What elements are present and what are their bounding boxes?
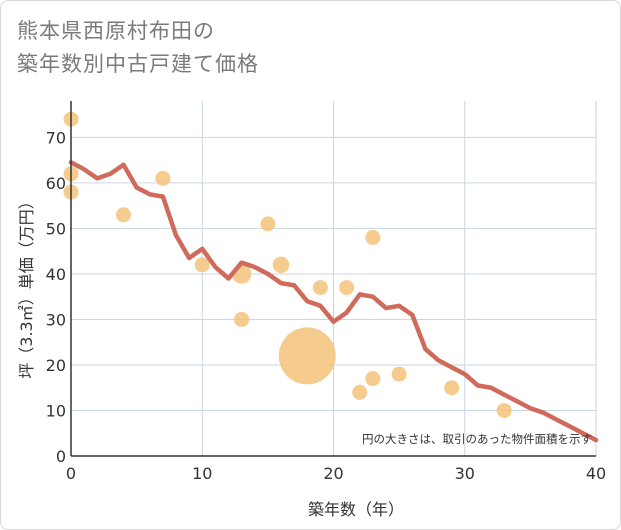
average-price-line [68, 160, 599, 443]
x-tick-label: 30 [455, 464, 475, 483]
bubble-point [391, 366, 407, 382]
bubble-point [272, 256, 290, 274]
y-tick-label: 20 [46, 356, 66, 375]
bubble-point [352, 384, 368, 400]
chart-title-line1: 熊本県西原村布田の [17, 19, 215, 43]
chart-title: 熊本県西原村布田の 築年数別中古戸建て価格 [17, 15, 259, 81]
x-tick-label: 10 [192, 464, 212, 483]
axes [70, 101, 596, 457]
line-series [68, 160, 599, 443]
bubble-size-note: 円の大きさは、取引のあった物件面積を示す [362, 432, 592, 446]
x-tick-label: 20 [323, 464, 343, 483]
y-tick-label: 30 [46, 310, 66, 329]
bubble-series [63, 111, 512, 418]
y-tick-label: 50 [46, 219, 66, 238]
bubble-point [116, 207, 131, 223]
bubble-point [155, 170, 171, 186]
x-tick-label: 0 [66, 464, 76, 483]
y-tick-label: 40 [46, 265, 66, 284]
x-tick-label: 40 [586, 464, 606, 483]
y-tick-label: 70 [46, 128, 66, 147]
bubble-point [194, 257, 210, 273]
tick-labels: 0 10 20 30 40 50 60 70 0 10 20 30 40 [46, 128, 607, 483]
y-tick-label: 60 [46, 174, 66, 193]
bubble-point [365, 371, 381, 387]
bubble-point [278, 327, 336, 385]
y-tick-label: 0 [56, 447, 66, 466]
chart-title-line2: 築年数別中古戸建て価格 [17, 52, 259, 76]
y-axis-label: 坪（3.3㎡）単価（万円） [17, 193, 36, 378]
bubble-point [444, 380, 460, 396]
bubble-point [365, 230, 381, 246]
bubble-point [312, 280, 328, 296]
x-axis-label: 築年数（年） [308, 500, 404, 519]
bubble-point [234, 311, 250, 327]
bubble-point [496, 402, 512, 418]
bubble-point [260, 216, 276, 232]
y-tick-label: 10 [46, 401, 66, 420]
bubble-point [339, 280, 355, 296]
